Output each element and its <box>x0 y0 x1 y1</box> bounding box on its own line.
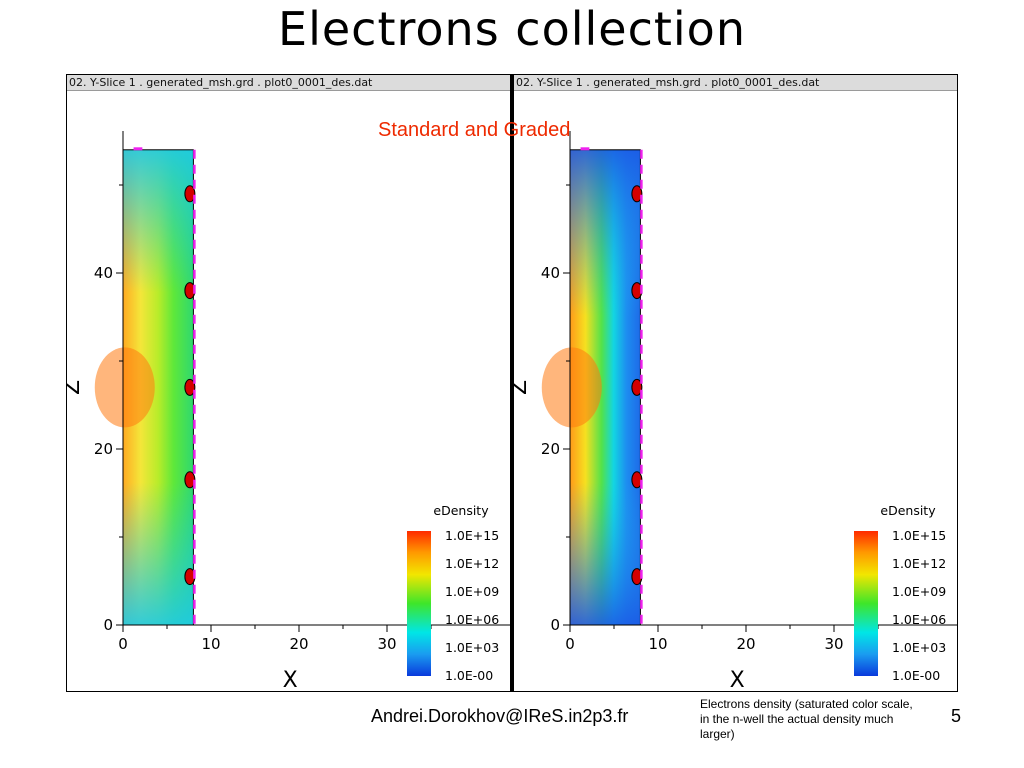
legend-label-1: 1.0E+12 <box>892 556 946 571</box>
legend-label-4: 1.0E+03 <box>892 640 946 655</box>
legend-label-5: 1.0E-00 <box>445 668 493 683</box>
y-tick-label-0: 0 <box>103 616 113 634</box>
x-tick-label-0: 0 <box>118 635 128 653</box>
x-tick-label-1: 10 <box>201 635 220 653</box>
annotation-label: Standard and Graded <box>378 119 571 141</box>
collection-electrode-3 <box>184 378 196 396</box>
x-axis-label: X <box>730 668 745 691</box>
panel-header-graded[interactable]: 02. Y-Slice 1 . generated_msh.grd . plot… <box>514 75 957 91</box>
legend-label-0: 1.0E+15 <box>445 528 499 543</box>
legend-label-3: 1.0E+06 <box>445 612 499 627</box>
slide-title: Electrons collection <box>278 2 746 56</box>
hotspot-core <box>541 347 602 428</box>
legend-label-1: 1.0E+12 <box>445 556 499 571</box>
hotspot-core <box>94 347 155 428</box>
x-tick-label-3: 30 <box>377 635 396 653</box>
collection-electrode-1 <box>631 185 643 203</box>
x-tick-label-1: 10 <box>648 635 667 653</box>
y-axis-label: Z <box>67 380 85 395</box>
x-tick-label-3: 30 <box>824 635 843 653</box>
plot-panel-graded[interactable]: 02. Y-Slice 1 . generated_msh.grd . plot… <box>514 75 957 691</box>
legend-label-0: 1.0E+15 <box>892 528 946 543</box>
legend-label-2: 1.0E+09 <box>892 584 946 599</box>
y-tick-label-2: 40 <box>541 264 560 282</box>
heatmap-chart-standard: 0 10 20 30 0 20 40 X ZeDensity 1.0E+15 1.0E+12 1.0E… <box>67 131 510 691</box>
footer-email: Andrei.Dorokhov@IReS.in2p3.fr <box>371 706 629 726</box>
legend-label-5: 1.0E-00 <box>892 668 940 683</box>
legend-label-3: 1.0E+06 <box>892 612 946 627</box>
plot-panel-standard[interactable]: 02. Y-Slice 1 . generated_msh.grd . plot… <box>67 75 510 691</box>
y-axis-label: Z <box>514 380 532 395</box>
panel-header-standard[interactable]: 02. Y-Slice 1 . generated_msh.grd . plot… <box>67 75 510 91</box>
page-number: 5 <box>951 706 962 726</box>
x-tick-label-2: 20 <box>736 635 755 653</box>
y-tick-label-1: 20 <box>541 440 560 458</box>
legend-color-bar <box>854 531 878 676</box>
y-tick-label-2: 40 <box>94 264 113 282</box>
y-tick-label-1: 20 <box>94 440 113 458</box>
collection-electrode-1 <box>184 185 196 203</box>
legend-title: eDensity <box>433 503 489 518</box>
y-tick-label-0: 0 <box>550 616 560 634</box>
legend-title: eDensity <box>880 503 936 518</box>
legend-label-2: 1.0E+09 <box>445 584 499 599</box>
footer-note: Electrons density (saturated color scale… <box>700 697 913 741</box>
panel-divider <box>510 75 514 692</box>
legend-color-bar <box>407 531 431 676</box>
x-axis-label: X <box>283 668 298 691</box>
x-tick-label-0: 0 <box>565 635 575 653</box>
x-tick-label-2: 20 <box>289 635 308 653</box>
heatmap-chart-graded: 0 10 20 30 0 20 40 X ZeDensity 1.0E+15 1.0E+12 1.0E… <box>514 131 957 691</box>
legend-label-4: 1.0E+03 <box>445 640 499 655</box>
collection-electrode-3 <box>631 378 643 396</box>
